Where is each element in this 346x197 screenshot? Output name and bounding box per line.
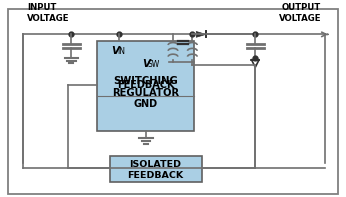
Text: V: V	[142, 59, 150, 69]
Bar	[98, 41, 194, 131]
Text: V: V	[111, 46, 119, 56]
Text: INPUT
VOLTAGE: INPUT VOLTAGE	[27, 3, 69, 23]
Text: GND: GND	[134, 99, 158, 109]
Text: ISOLATED
FEEDBACK: ISOLATED FEEDBACK	[128, 160, 184, 180]
Text: FEEDBACK: FEEDBACK	[117, 80, 175, 90]
Polygon shape	[196, 32, 206, 37]
Text: SW: SW	[148, 59, 160, 69]
Text: SWITCHING
REGULATOR: SWITCHING REGULATOR	[112, 76, 180, 98]
Polygon shape	[252, 59, 259, 67]
Text: OUTPUT
VOLTAGE: OUTPUT VOLTAGE	[279, 3, 321, 23]
Bar	[110, 156, 202, 182]
Text: IN: IN	[117, 47, 125, 56]
